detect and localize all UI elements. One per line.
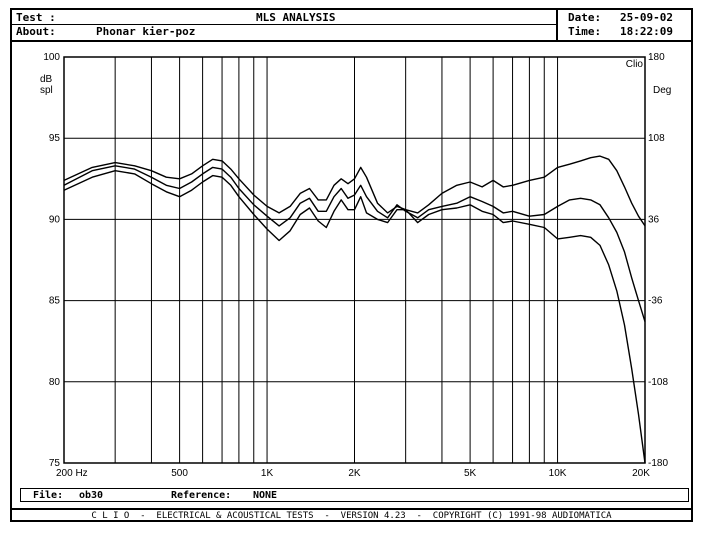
clio-window: Test : MLS ANALYSIS Date: 25-09-02 About… [10, 8, 693, 522]
x-tick-label: 5K [464, 468, 477, 479]
series-line-1 [63, 155, 646, 227]
frequency-response-chart: 100 95 90 85 80 75 180 108 36 -36 -108 -180 200 Hz 50… [40, 52, 671, 479]
about-value: Phonar kier-poz [96, 25, 196, 38]
plot-border [63, 56, 646, 464]
date-label: Date: [568, 11, 602, 24]
y-right-unit-label: Deg [653, 85, 671, 96]
reference-value: NONE [253, 490, 278, 501]
about-label: About: [16, 25, 56, 38]
y-left-tick-label: 90 [49, 214, 61, 225]
y-left-tick-label: 100 [43, 52, 60, 63]
y-left-tick-label: 95 [49, 133, 61, 144]
y-right-tick-label: 180 [648, 52, 665, 63]
x-tick-label: 10K [549, 468, 567, 479]
x-tick-label: 500 [171, 468, 188, 479]
file-bar: File: ob30 Reference: NONE [20, 488, 689, 502]
footer-copyright: C L I O - ELECTRICAL & ACOUSTICAL TESTS … [12, 508, 691, 524]
y-left-unit-label: spl [40, 85, 53, 96]
file-label: File: [33, 490, 64, 501]
date-value: 25-09-02 [620, 11, 673, 24]
x-tick-label: 200 Hz [56, 468, 88, 479]
y-left-unit-label: dB [40, 74, 53, 85]
file-value: ob30 [79, 490, 104, 501]
reference-label: Reference: [171, 490, 232, 501]
header-divider [12, 24, 556, 25]
analysis-title: MLS ANALYSIS [256, 11, 336, 24]
x-tick-label: 20K [632, 468, 650, 479]
test-label: Test : [16, 11, 56, 24]
y-right-tick-label: -36 [648, 296, 663, 307]
clio-corner-label: Clio [626, 59, 644, 70]
y-right-tick-label: 36 [648, 214, 660, 225]
series-line-3 [63, 169, 646, 464]
y-left-tick-label: 80 [49, 377, 61, 388]
x-tick-label: 1K [261, 468, 274, 479]
x-tick-label: 2K [348, 468, 361, 479]
y-right-tick-label: -180 [648, 458, 668, 469]
series-line-2 [63, 165, 646, 322]
header-vertical-divider [556, 10, 558, 40]
y-right-tick-label: 108 [648, 133, 665, 144]
header-panel: Test : MLS ANALYSIS Date: 25-09-02 About… [12, 10, 691, 42]
y-left-tick-label: 85 [49, 296, 61, 307]
y-left-tick-label: 75 [49, 458, 61, 469]
y-right-tick-label: -108 [648, 377, 668, 388]
time-value: 18:22:09 [620, 25, 673, 38]
time-label: Time: [568, 25, 602, 38]
